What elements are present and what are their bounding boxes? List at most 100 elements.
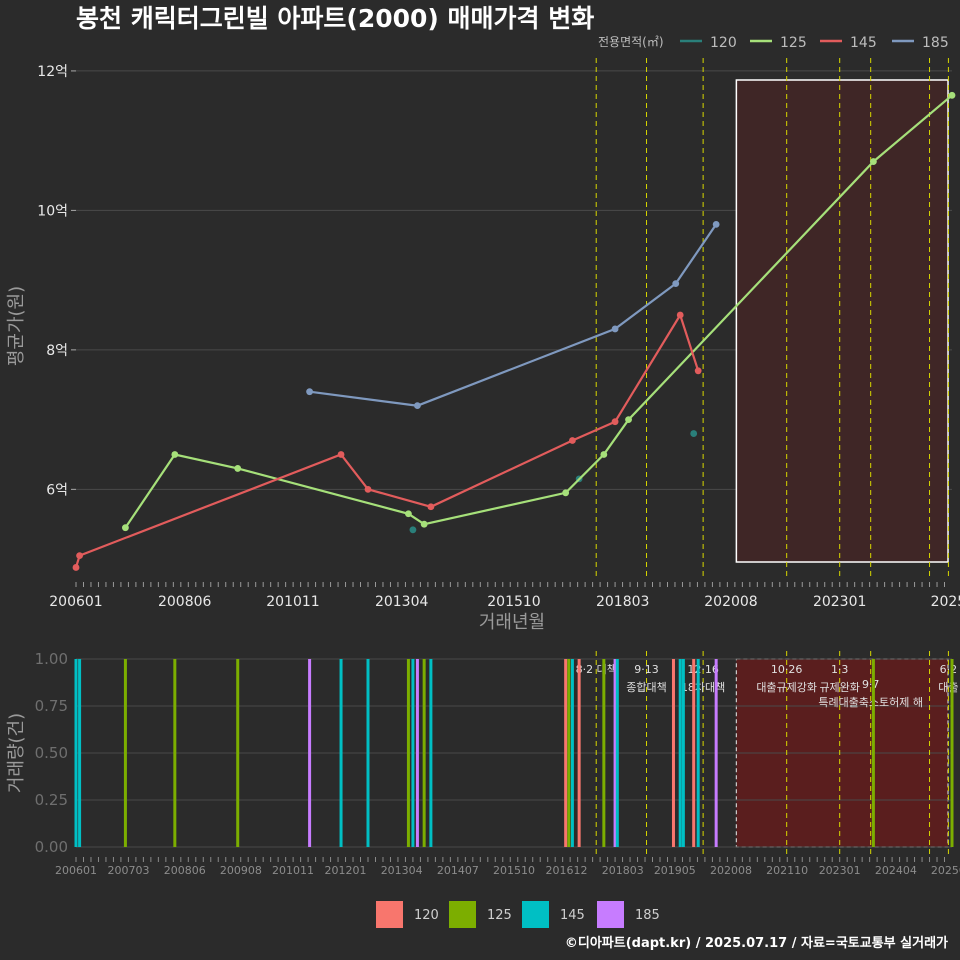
bottom-legend-label-145: 145 [560,908,585,923]
volume-x-tick-label: 200806 [164,864,206,877]
data-point-125 [234,465,242,472]
data-point-125 [869,158,877,165]
x-tick-label: 202008 [704,594,757,610]
volume-y-axis-title: 거래량(건) [6,713,27,793]
data-point-145 [676,311,684,319]
volume-bar-185 [415,659,419,847]
data-point-145 [427,503,435,511]
series-line-185 [309,223,718,407]
data-point-125 [562,489,570,497]
policy-label: 6·2 [940,663,958,676]
volume-x-tick-label: 201612 [546,864,588,877]
volume-bar-145 [681,659,685,847]
data-point-125 [948,91,956,99]
data-point-145 [569,437,576,444]
data-point-185 [611,325,619,333]
volume-bar-120 [564,659,568,847]
volume-bar-125 [871,659,875,847]
policy-label-2: 특례대출축소토허제 해 [818,695,923,709]
volume-x-tick-label: 201304 [381,864,423,877]
volume-bar-145 [366,659,370,847]
price-line-chart: 6억 8억 10억 12억 200601 200806 201011 201304 201510… [37,58,960,610]
legend-title: 전용면적(㎡) [598,35,664,49]
volume-bar-185 [308,659,312,847]
data-point-145 [694,367,702,375]
data-point-185 [414,402,421,410]
data-point-145 [76,552,83,559]
volume-bar-145 [78,659,82,847]
policy-label-2: 18차대책 [681,681,725,694]
policy-label: 10·26 [771,663,803,676]
volume-bar-120 [577,659,581,847]
legend-label-145: 145 [850,35,877,51]
x-tick-label: 2025 [931,594,960,610]
x-tick-label: 201803 [596,594,649,610]
volume-x-tick-label: 201201 [325,864,367,877]
data-point-185 [672,280,680,288]
volume-bar-125 [236,659,240,847]
bottom-legend-swatch-120 [376,901,403,928]
data-point-125 [171,451,179,458]
y-axis-title: 평균가(원) [6,286,27,366]
bottom-legend: 120 125 145 185 [376,901,660,928]
volume-bar-145 [678,659,682,847]
volume-y-tick-label: 0.75 [35,697,68,715]
volume-x-tick-label: 200601 [55,864,97,877]
series-line-125 [124,94,953,529]
bottom-legend-label-125: 125 [487,908,512,923]
volume-bar-145 [570,659,574,847]
volume-y-tick-label: 0.25 [35,791,68,809]
data-point-125 [122,524,129,532]
volume-x-tick-label: 202008 [710,864,752,877]
volume-x-tick-label: 201510 [493,864,535,877]
x-tick-label: 201510 [487,594,540,610]
x-tick-label: 200806 [158,594,212,610]
volume-x-tick-label: 201407 [437,864,479,877]
volume-y-tick-label: 0.00 [35,838,68,856]
volume-bar-120 [671,659,675,847]
policy-label-2: 종합대책 [626,681,666,694]
data-point-185 [306,388,313,396]
data-point-185 [712,220,720,228]
volume-bar-125 [567,659,571,847]
x-tick-label: 200601 [49,594,102,610]
volume-x-tick-label: 201011 [272,864,314,877]
y-tick-label: 10억 [37,203,68,219]
top-legend: 전용면적(㎡) 120 125 145 185 [598,35,949,51]
volume-x-tick-label: 200908 [220,864,262,877]
volume-x-tick-label: 202301 [819,864,861,877]
data-point-145 [364,485,372,493]
volume-bar-145 [74,659,78,847]
volume-bar-125 [173,659,177,847]
data-point-125 [420,520,428,528]
chart-title: 봉천 캐릭터그린빌 아파트(2000) 매매가격 변화 [76,4,594,33]
legend-label-125: 125 [780,35,807,51]
bottom-legend-swatch-145 [522,901,549,928]
y-tick-label: 6억 [46,482,68,498]
volume-bar-185 [714,659,718,847]
volume-x-tick-label: 201803 [602,864,644,877]
volume-x-tick-label: 202404 [875,864,917,877]
volume-bar-125 [422,659,426,847]
data-point-145 [337,451,345,458]
volume-bar-chart: 0.00 0.25 0.50 0.75 1.00 200601 200703 200806 20… [35,650,960,877]
volume-bar-145 [411,659,415,847]
x-axis-title: 거래년월 [479,612,545,633]
bottom-legend-swatch-125 [449,901,476,928]
bottom-legend-label-185: 185 [635,908,660,923]
volume-bar-145 [339,659,343,847]
bottom-legend-label-120: 120 [414,908,439,923]
volume-y-tick-label: 0.50 [35,744,68,762]
y-tick-label: 12억 [37,64,68,80]
y-tick-label: 8억 [46,343,68,359]
volume-bar-125 [406,659,410,847]
volume-bar-125 [123,659,127,847]
policy-label: 8·2 대책 [576,663,617,676]
legend-label-185: 185 [922,35,949,51]
policy-label: 9·13 [634,663,659,676]
x-tick-label: 201304 [375,594,429,610]
policy-label: 1·3 [831,663,849,676]
series-line-145 [74,312,700,568]
x-tick-label: 201011 [266,594,319,610]
